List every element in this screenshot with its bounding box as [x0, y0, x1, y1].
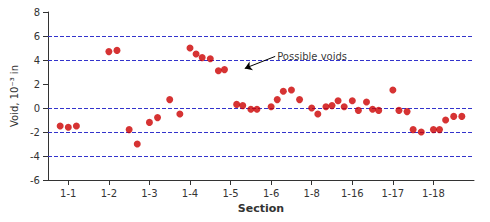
svg-text:Section: Section: [238, 202, 284, 215]
svg-text:2: 2: [34, 79, 40, 90]
svg-text:1-16: 1-16: [341, 188, 364, 199]
svg-text:0: 0: [34, 103, 40, 114]
svg-text:1-8: 1-8: [304, 188, 320, 199]
svg-text:-4: -4: [30, 151, 40, 162]
svg-text:1-2: 1-2: [101, 188, 117, 199]
svg-text:1-1: 1-1: [60, 188, 76, 199]
svg-text:6: 6: [34, 31, 40, 42]
svg-text:1-17: 1-17: [382, 188, 405, 199]
svg-text:1-3: 1-3: [141, 188, 157, 199]
svg-text:1-6: 1-6: [263, 188, 279, 199]
svg-text:-6: -6: [30, 175, 40, 186]
svg-text:1-5: 1-5: [222, 188, 238, 199]
svg-text:Void, 10⁻³ in: Void, 10⁻³ in: [9, 65, 20, 127]
svg-text:1-4: 1-4: [182, 188, 198, 199]
svg-text:Possible voids: Possible voids: [277, 51, 347, 62]
svg-text:4: 4: [34, 55, 40, 66]
svg-text:-2: -2: [30, 127, 40, 138]
svg-text:8: 8: [34, 7, 40, 18]
svg-text:1-18: 1-18: [422, 188, 445, 199]
